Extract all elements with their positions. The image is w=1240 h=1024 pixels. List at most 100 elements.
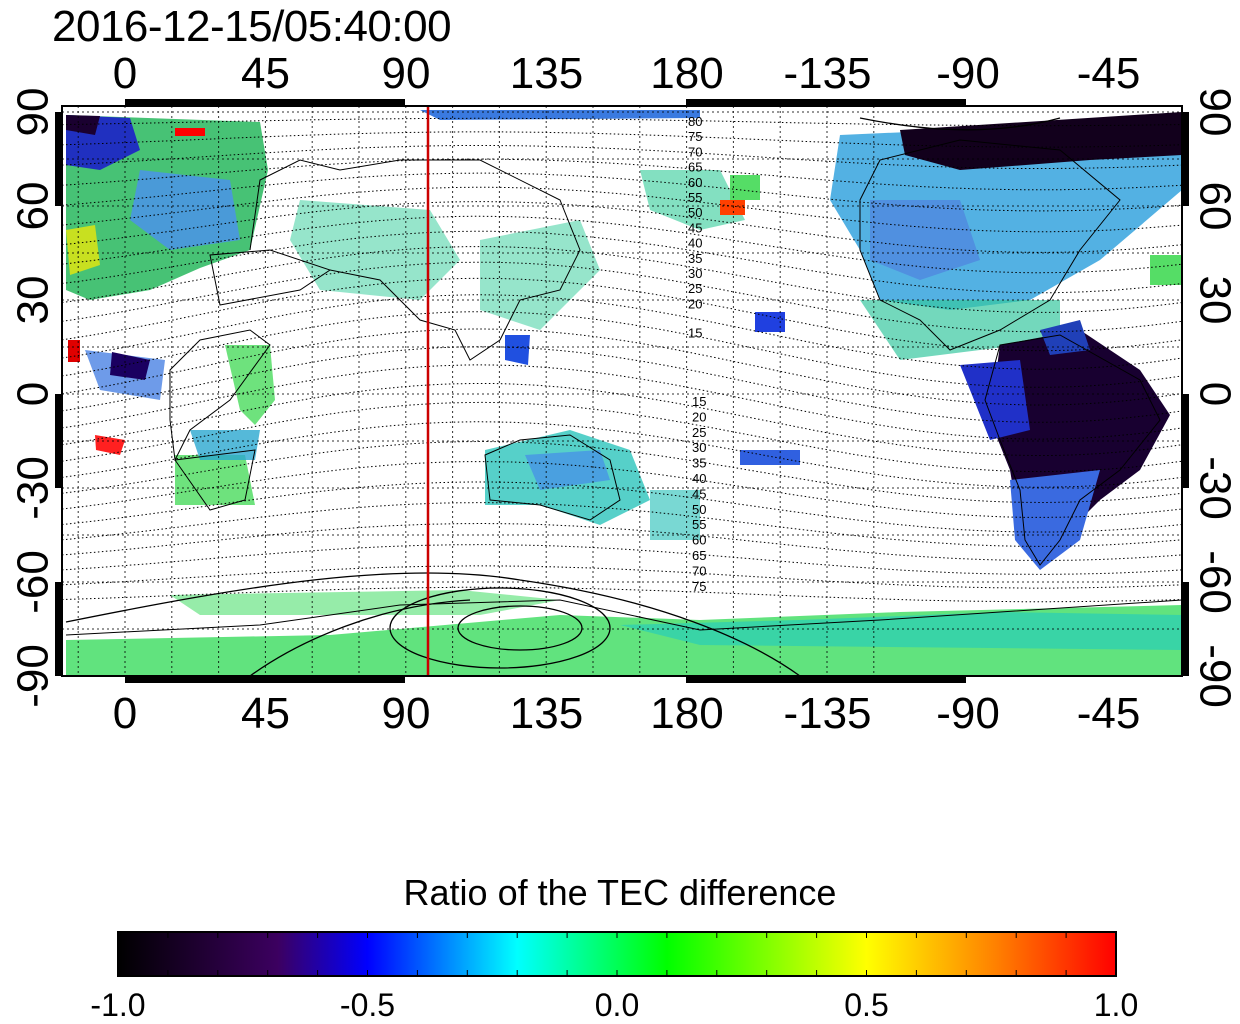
contour-line bbox=[62, 117, 1182, 127]
contour-line bbox=[62, 311, 1182, 388]
lon-tick-label-bottom: 0 bbox=[113, 689, 137, 738]
map-plot-area bbox=[62, 106, 1182, 676]
lon-tick-label-bottom: -90 bbox=[936, 689, 1000, 738]
contour-line bbox=[62, 346, 1182, 423]
contour-label: 60 bbox=[692, 533, 706, 548]
contour-label: 15 bbox=[688, 326, 702, 341]
contour-label: 25 bbox=[688, 281, 702, 296]
contour-label: 25 bbox=[692, 425, 706, 440]
colorbar-tick-label: -0.5 bbox=[340, 987, 395, 1023]
contour-label: 55 bbox=[692, 517, 706, 532]
contour-label: 65 bbox=[692, 548, 706, 563]
colorbar-tick-label: -1.0 bbox=[90, 987, 145, 1023]
frame-bar-left bbox=[55, 582, 62, 676]
contour-label: 45 bbox=[688, 220, 702, 235]
contour-line bbox=[62, 544, 1182, 575]
lon-tick-label-bottom: 45 bbox=[241, 689, 290, 738]
contour-labels: 8075706560555045403530252015152025303540… bbox=[688, 114, 706, 594]
contour-line bbox=[62, 586, 1182, 603]
lon-tick-label-bottom: -135 bbox=[783, 689, 871, 738]
colorbar-tick-label: 1.0 bbox=[1094, 987, 1138, 1023]
contour-label: 70 bbox=[688, 144, 702, 159]
frame-bar-right bbox=[1182, 394, 1189, 488]
lat-tick-label-left: -90 bbox=[9, 644, 58, 708]
contour-line bbox=[62, 401, 1182, 473]
contour-label: 40 bbox=[692, 471, 706, 486]
map-timestamp: 2016-12-15/05:40:00 bbox=[52, 2, 452, 51]
lat-tick-label-right: 0 bbox=[1190, 382, 1239, 406]
contour-label: 35 bbox=[688, 251, 702, 266]
lat-tick-label-left: 60 bbox=[9, 182, 58, 231]
contour-label: 80 bbox=[688, 114, 702, 129]
frame-bar-left bbox=[55, 394, 62, 488]
lon-tick-label-top: 135 bbox=[510, 49, 583, 98]
contour-label: 50 bbox=[688, 205, 702, 220]
contour-line bbox=[62, 172, 1182, 212]
contour-label: 70 bbox=[692, 563, 706, 578]
lon-tick-label-bottom: 90 bbox=[382, 689, 431, 738]
colorbar-gradient bbox=[117, 931, 1117, 977]
lat-tick-label-left: -60 bbox=[9, 550, 58, 614]
lon-tick-label-top: 90 bbox=[382, 49, 431, 98]
contour-line bbox=[62, 461, 1182, 518]
colorbar-title: Ratio of the TEC difference bbox=[403, 872, 837, 913]
lon-tick-label-bottom: 180 bbox=[650, 689, 723, 738]
lat-tick-label-left: 90 bbox=[9, 88, 58, 137]
contour-line bbox=[62, 201, 1182, 253]
frame-bar-top bbox=[125, 99, 405, 106]
lat-tick-label-right: 30 bbox=[1190, 276, 1239, 325]
contour-line bbox=[62, 364, 1182, 440]
frame-bar-top bbox=[686, 99, 966, 106]
lat-tick-label-right: -90 bbox=[1190, 644, 1239, 708]
contour-label: 60 bbox=[688, 175, 702, 190]
lat-tick-label-right: -30 bbox=[1190, 456, 1239, 520]
frame-bars bbox=[55, 99, 1189, 683]
graticule bbox=[62, 106, 1182, 676]
axis-labels: 0045459090135135180180-135-135-90-90-45-… bbox=[9, 49, 1240, 738]
contour-line bbox=[62, 565, 1182, 589]
contour-line bbox=[62, 328, 1182, 406]
frame-bar-right bbox=[1182, 582, 1189, 676]
contour-line bbox=[62, 522, 1182, 562]
colorbar-tick-label: 0.5 bbox=[844, 987, 888, 1023]
contour-line bbox=[62, 215, 1182, 274]
lon-tick-label-bottom: 135 bbox=[510, 689, 583, 738]
contour-line bbox=[62, 383, 1182, 456]
contour-label: 30 bbox=[688, 266, 702, 281]
contour-label: 20 bbox=[688, 296, 702, 311]
lon-tick-label-top: 0 bbox=[113, 49, 137, 98]
lon-tick-label-top: -135 bbox=[783, 49, 871, 98]
frame-bar-bottom bbox=[686, 676, 966, 683]
lat-tick-label-right: -60 bbox=[1190, 550, 1239, 614]
contour-line bbox=[62, 131, 1182, 148]
magnetic-latitude-contours bbox=[62, 117, 1182, 603]
lon-tick-label-top: -45 bbox=[1077, 49, 1141, 98]
lon-tick-label-top: 45 bbox=[241, 49, 290, 98]
contour-line bbox=[62, 230, 1182, 294]
lon-tick-label-top: -90 bbox=[936, 49, 1000, 98]
contour-label: 30 bbox=[692, 440, 706, 455]
contour-label: 55 bbox=[688, 190, 702, 205]
lat-tick-label-right: 90 bbox=[1190, 88, 1239, 137]
magnetic-pole-contours bbox=[65, 117, 1061, 676]
contour-label: 20 bbox=[692, 409, 706, 424]
contour-line bbox=[62, 261, 1182, 333]
map-frame bbox=[61, 105, 1183, 677]
frame-bar-bottom bbox=[125, 676, 405, 683]
contour-label: 75 bbox=[692, 579, 706, 594]
coastlines bbox=[65, 139, 1182, 636]
contour-line bbox=[62, 186, 1182, 233]
contour-line bbox=[62, 277, 1182, 352]
contour-label: 15 bbox=[692, 394, 706, 409]
contour-line bbox=[62, 294, 1182, 370]
colorbar: -1.0 -0.5 0.0 0.5 1.0 bbox=[90, 931, 1138, 1023]
contour-label: 50 bbox=[692, 502, 706, 517]
lat-tick-label-left: 0 bbox=[9, 382, 58, 406]
contour-label: 45 bbox=[692, 486, 706, 501]
contour-label: 35 bbox=[692, 456, 706, 471]
contour-line bbox=[62, 440, 1182, 504]
contour-line bbox=[62, 502, 1182, 547]
lat-tick-label-right: 60 bbox=[1190, 182, 1239, 231]
frame-bar-right bbox=[1182, 112, 1189, 206]
